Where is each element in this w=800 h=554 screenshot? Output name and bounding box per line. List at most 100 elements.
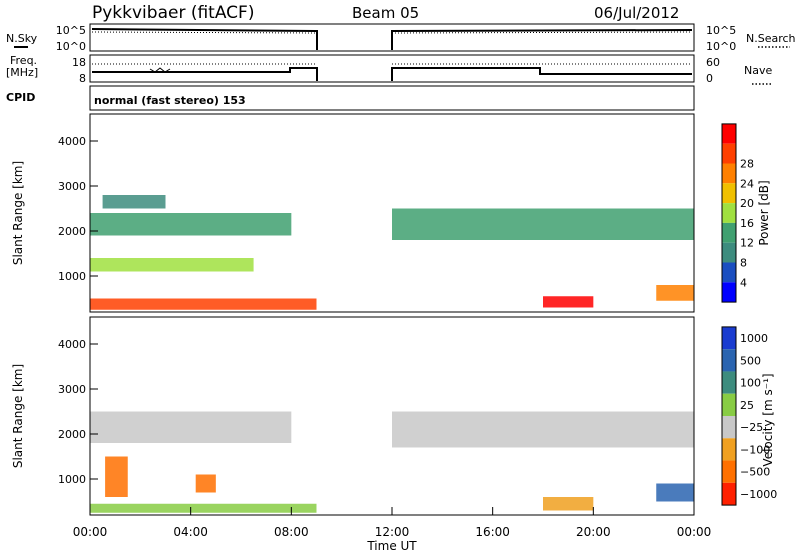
power-colorbar-label: Power [dB]	[757, 180, 771, 245]
velocity-colorbar-tick: 1000	[740, 332, 768, 345]
radar-title: Pykkvibaer (fitACF)	[92, 3, 254, 23]
velocity-colorbar-tick: −100	[740, 443, 770, 456]
nave-right-label: Nave	[744, 64, 772, 77]
velocity-colorbar-tick: 25	[740, 399, 754, 412]
velocity-ytick-label: 2000	[58, 428, 86, 441]
power-colorbar-swatch	[722, 282, 736, 303]
velocity-colorbar-tick: 500	[740, 354, 761, 367]
velocity-colorbar-swatch	[722, 326, 736, 350]
velocity-echo-band	[90, 503, 317, 513]
power-echo-band	[543, 296, 594, 308]
power-echo-band	[90, 258, 254, 272]
freq-left-label-2: [MHz]	[6, 66, 38, 79]
power-yticks: 1000 2000 3000 4000	[58, 135, 98, 283]
xtick-label: 16:00	[475, 525, 510, 539]
freq-left-tick-bottom: 8	[79, 72, 86, 85]
noise-sky-trace	[91, 28, 693, 50]
nave-dips	[149, 67, 171, 73]
time-xlabel: Time UT	[366, 539, 417, 553]
power-colorbar-tick: 28	[740, 158, 754, 171]
xtick-label: 08:00	[274, 525, 309, 539]
freq-panel-frame	[89, 54, 695, 83]
time-xticks: 00:00 04:00 08:00 12:00 16:00 20:00 00:00	[73, 507, 712, 539]
power-colorbar-swatch	[722, 203, 736, 223]
velocity-echo-band	[105, 456, 128, 497]
power-ylabel: Slant Range [km]	[11, 161, 25, 265]
noise-right-tick-top: 10^5	[706, 24, 736, 37]
power-ytick-label: 1000	[58, 270, 86, 283]
noise-panel-frame	[89, 23, 695, 52]
noise-right-tick-bottom: 10^0	[706, 40, 736, 53]
power-colorbar-swatch	[722, 123, 736, 144]
velocity-colorbar-frame	[721, 326, 737, 506]
power-colorbar-swatch	[722, 183, 736, 204]
power-echo-band	[392, 208, 694, 240]
noise-search-trace	[91, 31, 693, 34]
power-colorbar-swatch	[722, 262, 736, 283]
noise-panel: N.Sky 10^5 10^0 N.Search 10^5 10^0	[6, 23, 796, 53]
power-echo-band	[656, 285, 694, 301]
power-colorbar-tick: 12	[740, 237, 754, 250]
freq-left-tick-top: 18	[72, 56, 86, 69]
velocity-colorbar-swatch	[722, 416, 736, 439]
velocity-echo-band	[195, 474, 216, 493]
noise-left-label: N.Sky	[6, 32, 38, 45]
freq-panel: Freq. [MHz] 18 8 Nave 60 0	[6, 54, 772, 85]
power-colorbar: 4 8 12 16 20 24 28	[721, 123, 754, 303]
cpid-label: CPID	[6, 91, 35, 104]
velocity-heatmap-cells	[90, 411, 694, 513]
velocity-echo-band	[392, 411, 694, 448]
noise-left-tick-top: 10^5	[56, 24, 86, 37]
power-colorbar-swatch	[722, 222, 736, 243]
velocity-echo-band	[656, 483, 694, 502]
power-colorbar-tick: 20	[740, 197, 754, 210]
velocity-panel: Slant Range [km] 1000 2000 3000 4000 1000 50…	[11, 316, 777, 553]
velocity-echo-band	[543, 497, 594, 511]
velocity-yticks: 1000 2000 3000 4000	[58, 338, 98, 486]
xtick-label: 00:00	[73, 525, 108, 539]
nave-right-tick-bottom: 0	[706, 72, 713, 85]
power-colorbar-tick: 4	[740, 276, 747, 289]
power-panel-frame	[89, 113, 695, 313]
nave-right-tick-top: 60	[706, 56, 720, 69]
velocity-colorbar-tick: 100	[740, 377, 761, 390]
velocity-colorbar-swatch	[722, 349, 736, 372]
power-ytick-label: 3000	[58, 180, 86, 193]
power-colorbar-swatch	[722, 143, 736, 164]
velocity-ytick-label: 4000	[58, 338, 86, 351]
noise-left-tick-bottom: 10^0	[56, 40, 86, 53]
velocity-colorbar-swatch	[722, 438, 736, 461]
velocity-echo-band	[90, 411, 292, 443]
velocity-colorbar-tick: −1000	[740, 488, 777, 501]
freq-left-label-1: Freq.	[10, 54, 37, 67]
power-colorbar-tick: 16	[740, 217, 754, 230]
velocity-ylabel: Slant Range [km]	[11, 364, 25, 468]
velocity-colorbar-swatch	[722, 482, 736, 506]
cpid-text: normal (fast stereo) 153	[94, 94, 246, 107]
xtick-label: 20:00	[576, 525, 611, 539]
power-ytick-label: 4000	[58, 135, 86, 148]
power-echo-band	[90, 298, 317, 310]
power-colorbar-swatch	[722, 163, 736, 184]
power-ytick-label: 2000	[58, 225, 86, 238]
xtick-label: 00:00	[677, 525, 712, 539]
velocity-colorbar-tick: −25	[740, 421, 763, 434]
velocity-ytick-label: 1000	[58, 473, 86, 486]
cpid-frame	[89, 85, 695, 111]
velocity-colorbar: 1000 500 100 25 −25 −100 −500 −1000	[721, 326, 777, 506]
freq-trace	[92, 67, 692, 81]
velocity-colorbar-swatch	[722, 393, 736, 416]
date-label: 06/Jul/2012	[594, 4, 679, 22]
power-colorbar-swatch	[722, 242, 736, 263]
velocity-colorbar-label: Velocity [m s⁻¹]	[761, 373, 775, 466]
beam-label: Beam 05	[352, 4, 419, 22]
xtick-label: 04:00	[173, 525, 208, 539]
power-heatmap-cells	[90, 195, 694, 310]
power-colorbar-tick: 8	[740, 257, 747, 270]
power-panel: Slant Range [km] 1000 2000 3000 4000 4 8 12 16…	[11, 113, 771, 313]
velocity-colorbar-tick: −500	[740, 466, 770, 479]
xtick-label: 12:00	[375, 525, 410, 539]
power-colorbar-frame	[721, 123, 737, 303]
power-echo-band	[102, 195, 166, 209]
